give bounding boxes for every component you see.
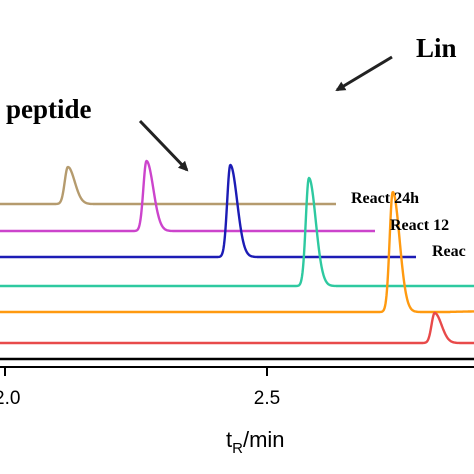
series-line-react24h — [0, 165, 337, 206]
series-line-red — [0, 311, 474, 345]
traces-group — [0, 159, 474, 361]
x-axis-label-unit: /min — [243, 427, 285, 452]
series-line-teal — [0, 176, 474, 288]
series-label-react24h: React 24h — [351, 190, 419, 207]
series-line-react12 — [0, 159, 376, 233]
series-label-blue: Reac — [432, 243, 466, 260]
peptide-arrow — [138, 119, 189, 172]
x-tick-label-2.0: 2.0 — [0, 388, 20, 409]
lin-annotation: Lin — [416, 33, 457, 63]
series-label-react12: React 12 — [390, 217, 449, 234]
lin-arrow — [335, 55, 393, 92]
x-axis-label-sub: R — [232, 440, 243, 457]
series-line-blue — [0, 163, 417, 259]
x-axis-label-main: t — [226, 427, 232, 452]
trace-labels-group: React 24h React 12 Reac — [351, 190, 466, 260]
x-tick-label-2.5: 2.5 — [254, 388, 280, 409]
x-axis-label: tR/min — [226, 427, 285, 457]
peptide-annotation: peptide — [6, 94, 92, 124]
series-line-orange — [0, 190, 474, 314]
x-ticks-group: 2.02.53.03.5 — [0, 367, 280, 409]
